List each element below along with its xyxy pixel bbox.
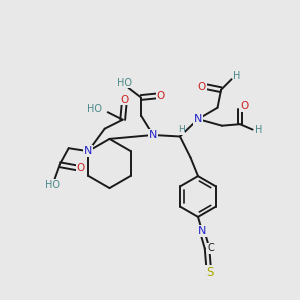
Text: O: O: [156, 91, 165, 101]
Text: H: H: [255, 124, 262, 135]
Text: C: C: [207, 243, 214, 253]
Text: HO: HO: [45, 180, 60, 190]
Text: H: H: [178, 125, 185, 134]
Text: O: O: [197, 82, 206, 92]
Text: O: O: [120, 94, 128, 105]
Text: N: N: [149, 130, 157, 140]
Text: N: N: [84, 146, 92, 156]
Text: HO: HO: [117, 77, 132, 88]
Text: S: S: [206, 266, 214, 279]
Text: O: O: [76, 163, 85, 173]
Text: HO: HO: [87, 104, 102, 114]
Text: H: H: [233, 70, 241, 81]
Text: N: N: [198, 226, 206, 236]
Text: O: O: [240, 101, 249, 111]
Text: N: N: [194, 114, 202, 124]
